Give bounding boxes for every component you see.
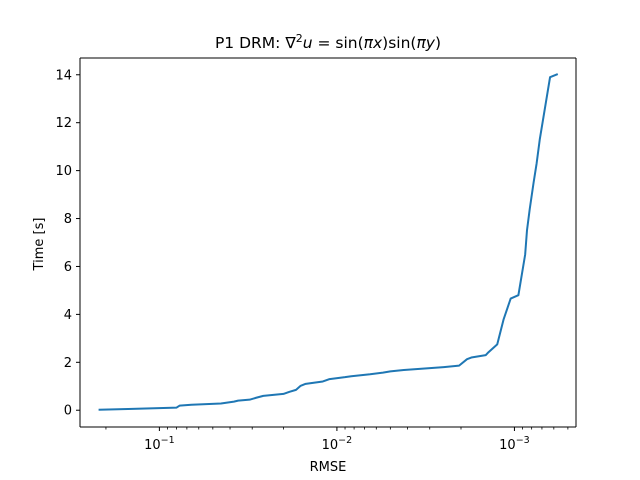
x-tick-label: 10−2 xyxy=(322,435,353,453)
y-tick-label: 2 xyxy=(64,356,72,371)
y-tick-label: 10 xyxy=(55,164,72,179)
axes-layer: 0 2 4 6 8 10 12 14 10−1 10−2 10−3 xyxy=(55,57,577,453)
x-tick-label: 10−3 xyxy=(499,435,530,453)
y-axis-label: Time [s] xyxy=(32,218,47,272)
plot-area xyxy=(80,58,576,427)
y-tick-label: 0 xyxy=(64,404,72,419)
chart-title: P1 DRM: ∇2u = sin(πx)sin(πy) xyxy=(215,32,441,52)
series-layer xyxy=(98,73,559,411)
x-tick-label: 10−1 xyxy=(144,435,175,453)
plot-background xyxy=(80,58,576,427)
series-line-0 xyxy=(98,73,559,411)
y-tick-label: 14 xyxy=(55,68,72,83)
y-tick-label: 4 xyxy=(64,308,72,323)
y-tick-label: 8 xyxy=(64,212,72,227)
y-tick-label: 12 xyxy=(55,116,72,131)
y-tick-label: 6 xyxy=(64,260,72,275)
x-axis-label: RMSE xyxy=(310,460,347,475)
